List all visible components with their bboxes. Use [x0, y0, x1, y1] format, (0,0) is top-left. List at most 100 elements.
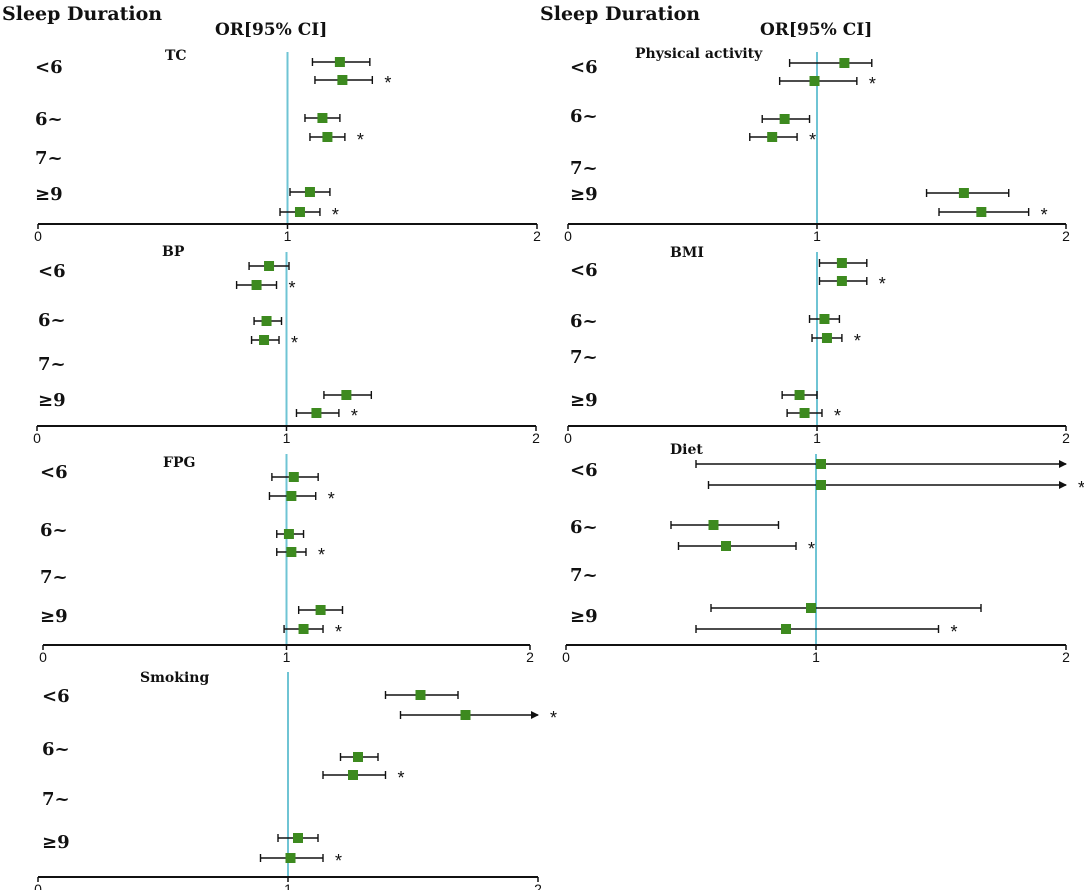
category-label: <6 — [570, 57, 598, 78]
x-tick-label: 2 — [1062, 430, 1070, 446]
significance-star: * — [1078, 478, 1084, 498]
or-marker — [304, 187, 315, 197]
significance-star: * — [291, 333, 298, 353]
or-marker — [315, 605, 326, 615]
panel-diet: Diet <6 6~ 7~ ≥9 0 1 2 * * * — [562, 442, 1084, 665]
or-marker — [958, 188, 969, 198]
category-label: 6~ — [35, 109, 63, 130]
or-marker — [298, 624, 309, 634]
significance-star: * — [328, 489, 335, 509]
category-label: 7~ — [35, 148, 63, 169]
panel-bmi: BMI <6 6~ 7~ ≥9 0 1 2 * * * — [564, 245, 1070, 446]
category-label: ≥9 — [38, 390, 66, 411]
or-marker — [836, 276, 847, 286]
category-label: ≥9 — [570, 606, 598, 627]
or-marker — [348, 770, 358, 780]
significance-star: * — [834, 406, 841, 426]
panel-title-fpg: FPG — [163, 455, 195, 471]
significance-star: * — [869, 74, 876, 94]
x-tick-label: 0 — [34, 228, 42, 244]
x-tick-label: 1 — [813, 430, 821, 446]
sleep-duration-header-left: Sleep Duration — [2, 3, 162, 25]
or-marker — [285, 853, 296, 863]
x-tick-label: 0 — [564, 228, 572, 244]
category-label: <6 — [570, 460, 598, 481]
or-marker — [976, 207, 987, 217]
or-ci-header-left: OR[95% CI] — [215, 20, 327, 40]
or-marker — [317, 113, 328, 123]
x-tick-label: 2 — [534, 881, 542, 890]
significance-star: * — [550, 708, 557, 728]
or-marker — [816, 459, 826, 469]
or-marker — [334, 57, 345, 67]
significance-star: * — [384, 73, 391, 93]
or-marker — [799, 408, 810, 418]
category-label: <6 — [38, 261, 66, 282]
x-tick-label: 2 — [1062, 649, 1070, 665]
category-label: 7~ — [40, 567, 68, 588]
category-label: <6 — [35, 57, 63, 78]
x-tick-label: 2 — [1062, 228, 1070, 244]
panel-title-physical-activity: Physical activity — [635, 46, 763, 62]
category-label: <6 — [40, 462, 68, 483]
panel-title-diet: Diet — [670, 442, 703, 458]
or-marker — [781, 624, 791, 634]
or-marker — [819, 314, 830, 324]
or-marker — [839, 58, 850, 68]
or-marker — [460, 710, 471, 720]
panel-smoking: Smoking <6 6~ 7~ ≥9 0 1 2 * * * — [34, 670, 557, 890]
category-label: ≥9 — [570, 390, 598, 411]
category-label: 6~ — [570, 106, 598, 127]
or-marker — [341, 390, 352, 400]
or-marker — [708, 520, 719, 530]
significance-star: * — [318, 545, 325, 565]
category-label: 6~ — [38, 310, 66, 331]
or-marker — [415, 690, 426, 700]
panel-tc: TC <6 6~ 7~ ≥9 0 1 2 * * * — [34, 48, 541, 244]
x-tick-label: 1 — [813, 228, 821, 244]
forest-panels: TC <6 6~ 7~ ≥9 0 1 2 * * * Physical activity <6 6~ 7~ ≥… — [33, 46, 1084, 890]
panel-fpg: FPG <6 6~ 7~ ≥9 0 1 2 * * * — [39, 454, 534, 665]
or-marker — [294, 207, 305, 217]
x-tick-label: 2 — [533, 228, 541, 244]
x-tick-label: 1 — [284, 228, 292, 244]
or-marker — [806, 603, 816, 613]
panel-physical-activity: Physical activity <6 6~ 7~ ≥9 0 1 2 * * * — [564, 46, 1070, 244]
category-label: ≥9 — [40, 606, 68, 627]
x-tick-label: 0 — [39, 649, 47, 665]
or-marker — [261, 316, 272, 326]
significance-star: * — [332, 205, 339, 225]
x-tick-label: 1 — [812, 649, 820, 665]
or-marker — [767, 132, 778, 142]
or-marker — [836, 258, 847, 268]
category-label: ≥9 — [42, 832, 70, 853]
or-ci-header-right: OR[95% CI] — [760, 20, 872, 40]
category-label: 7~ — [570, 158, 598, 179]
or-marker — [353, 752, 363, 762]
or-marker — [794, 390, 805, 400]
x-tick-label: 0 — [562, 649, 570, 665]
significance-star: * — [335, 622, 342, 642]
or-marker — [322, 132, 333, 142]
significance-star: * — [951, 622, 958, 642]
category-label: 6~ — [570, 517, 598, 538]
category-label: <6 — [570, 260, 598, 281]
or-marker — [283, 529, 294, 539]
significance-star: * — [398, 768, 405, 788]
significance-star: * — [289, 278, 296, 298]
significance-star: * — [808, 539, 815, 559]
or-marker — [721, 541, 731, 551]
category-label: 7~ — [42, 789, 70, 810]
category-label: 7~ — [570, 347, 598, 368]
or-marker — [779, 114, 790, 124]
significance-star: * — [879, 274, 886, 294]
panel-title-bmi: BMI — [670, 245, 704, 261]
category-label: 6~ — [42, 739, 70, 760]
significance-star: * — [854, 331, 861, 351]
significance-star: * — [357, 130, 364, 150]
panel-title-smoking: Smoking — [140, 670, 209, 686]
or-marker — [311, 408, 322, 418]
sleep-duration-header-right: Sleep Duration — [540, 3, 700, 25]
x-tick-label: 0 — [33, 430, 41, 446]
